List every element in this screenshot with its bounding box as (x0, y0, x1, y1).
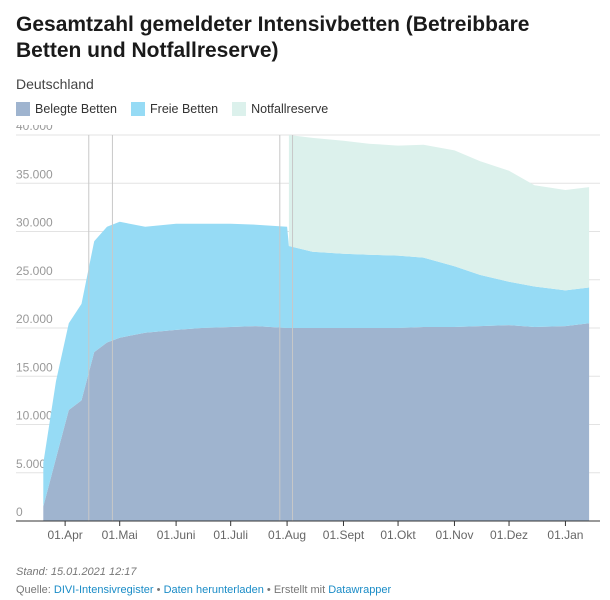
legend-swatch-belegte (16, 102, 30, 116)
y-tick-label: 40.000 (16, 125, 53, 133)
x-tick-label: 01.Jan (547, 528, 583, 542)
download-link[interactable]: Daten herunterladen (163, 584, 264, 596)
x-tick-label: 01.Sept (323, 528, 365, 542)
y-tick-label: 35.000 (16, 167, 53, 181)
footer-source: Quelle: DIVI-Intensivregister • Daten he… (16, 584, 391, 596)
x-tick-label: 01.Juni (157, 528, 196, 542)
footer-separator: • (156, 584, 161, 596)
x-tick-label: 01.Mai (102, 528, 138, 542)
x-tick-label: 01.Okt (380, 528, 416, 542)
legend-item-freie: Freie Betten (131, 102, 218, 116)
x-tick-label: 01.Dez (490, 528, 528, 542)
x-tick-label: 01.Nov (435, 528, 473, 542)
chart-title: Gesamtzahl gemeldeter Intensivbetten (Be… (16, 13, 530, 62)
footer-date: Stand: 15.01.2021 12:17 (16, 566, 137, 578)
legend-swatch-freie (131, 102, 146, 116)
chart-subtitle: Deutschland (16, 76, 94, 92)
legend-item-belegte: Belegte Betten (16, 102, 117, 116)
x-tick-label: 01.Apr (47, 528, 82, 542)
x-tick-label: 01.Aug (268, 528, 306, 542)
legend-label-belegte: Belegte Betten (35, 102, 118, 116)
legend-item-notfall: Notfallreserve (232, 102, 328, 116)
area-freie-betten (43, 221, 590, 507)
source-prefix: Quelle: (16, 584, 51, 596)
y-tick-label: 5.000 (16, 457, 46, 471)
y-tick-label: 25.000 (16, 264, 53, 278)
created-text: • Erstellt mit (266, 584, 326, 596)
x-tick-label: 01.Juli (213, 528, 248, 542)
y-tick-label: 10.000 (16, 409, 53, 423)
area-notfallreserve (288, 135, 590, 291)
source-link[interactable]: DIVI-Intensivregister (53, 584, 154, 596)
y-tick-label: 30.000 (16, 216, 53, 230)
legend-label-notfall: Notfallreserve (251, 102, 329, 116)
y-tick-label: 20.000 (16, 312, 53, 326)
area-belegte-betten (43, 323, 590, 521)
y-tick-label: 0 (16, 505, 23, 519)
legend-swatch-notfall (232, 102, 247, 116)
legend: Belegte Betten Freie Betten Notfallreser… (16, 100, 342, 118)
area-chart: 0 5.000 10.000 15.000 20.000 25.000 30.000 35.0… (16, 125, 600, 542)
legend-label-freie: Freie Betten (150, 102, 219, 116)
datawrapper-link[interactable]: Datawrapper (328, 584, 392, 596)
y-tick-label: 15.000 (16, 360, 53, 374)
